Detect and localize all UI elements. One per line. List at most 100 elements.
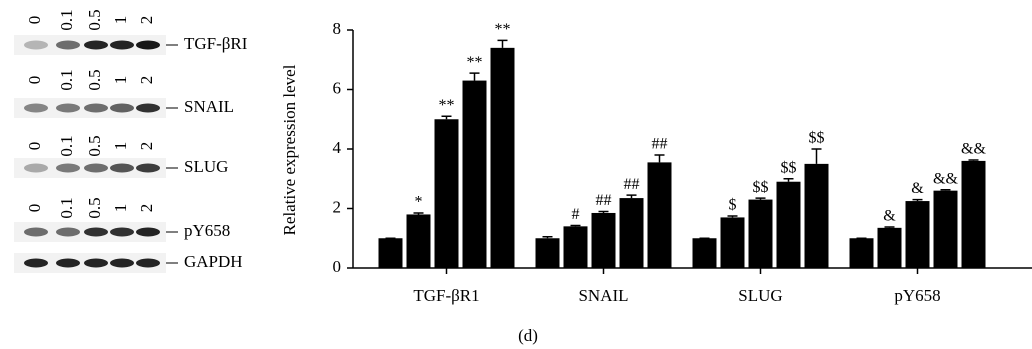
lane-label: 0: [25, 142, 44, 151]
bar: [804, 163, 829, 268]
lane-label: 0.5: [85, 197, 104, 218]
bar: [692, 238, 717, 268]
blot-band: [136, 103, 160, 113]
lane-label: 2: [137, 142, 156, 151]
bar: [535, 238, 560, 268]
bar: [877, 227, 902, 268]
bar: [619, 198, 644, 268]
lane-label: 0.1: [57, 9, 76, 30]
significance-mark: $$: [753, 179, 769, 196]
blot-band: [56, 258, 80, 268]
x-tick-label: SLUG: [738, 286, 782, 305]
blot-band: [56, 227, 80, 237]
error-bar: [441, 115, 452, 120]
significance-mark: &&: [961, 141, 986, 158]
significance-mark: ##: [596, 192, 612, 209]
lane-label: 1: [111, 16, 130, 25]
y-tick-label: 4: [333, 138, 342, 157]
lane-label: 1: [111, 204, 130, 213]
error-bar: [727, 215, 738, 218]
bar: [720, 217, 745, 268]
blot-band: [110, 227, 134, 237]
bar: [776, 181, 801, 268]
significance-mark: $$: [809, 130, 825, 147]
blot-band: [136, 163, 160, 173]
significance-mark: **: [495, 21, 511, 38]
error-bar: [755, 197, 766, 200]
lane-label: 0: [25, 16, 44, 25]
error-bar: [497, 39, 508, 48]
significance-mark: ##: [624, 176, 640, 193]
bar: [490, 47, 515, 268]
lane-label: 2: [137, 16, 156, 25]
error-bar: [884, 226, 895, 228]
blot-band: [84, 258, 108, 268]
error-bar: [654, 154, 665, 163]
blot-band: [24, 103, 48, 113]
lane-label: 2: [137, 204, 156, 213]
error-bar: [413, 212, 424, 215]
blot-band: [24, 163, 48, 173]
blot-label: SLUG: [184, 157, 228, 176]
y-tick-label: 6: [333, 78, 342, 97]
error-bar: [626, 194, 637, 199]
significance-mark: ##: [652, 136, 668, 153]
error-bar: [783, 178, 794, 182]
bar: [591, 212, 616, 268]
lane-label: 0.5: [85, 9, 104, 30]
y-axis-label: Relative expression level: [280, 64, 299, 235]
significance-mark: $$: [781, 159, 797, 176]
error-bar: [598, 210, 609, 213]
blot-band: [84, 40, 108, 50]
blot-label: GAPDH: [184, 252, 243, 271]
blot-band: [84, 227, 108, 237]
bar: [434, 119, 459, 268]
error-bar: [940, 189, 951, 191]
blot-band: [24, 258, 48, 268]
bar: [647, 162, 672, 268]
blot-label: TGF-βRI: [184, 34, 248, 53]
blot-band: [110, 258, 134, 268]
error-bar: [912, 198, 923, 202]
blot-band: [56, 40, 80, 50]
bar: [933, 190, 958, 268]
significance-mark: #: [572, 206, 580, 223]
error-bar: [968, 159, 979, 161]
blot-band: [110, 40, 134, 50]
lane-label: 0: [25, 76, 44, 85]
caption: (d): [518, 326, 538, 345]
lane-label: 0.1: [57, 69, 76, 90]
significance-mark: &: [911, 180, 924, 197]
y-tick-label: 8: [333, 19, 342, 38]
x-tick-label: SNAIL: [578, 286, 628, 305]
bar: [849, 238, 874, 268]
blot-band: [136, 227, 160, 237]
lane-label: 0.5: [85, 69, 104, 90]
lane-label: 0: [25, 204, 44, 213]
significance-mark: &&: [933, 170, 958, 187]
significance-mark: **: [439, 97, 455, 114]
blot-label: SNAIL: [184, 97, 234, 116]
blot-band: [136, 258, 160, 268]
bar: [563, 226, 588, 268]
blot-label: pY658: [184, 221, 230, 240]
blot-band: [110, 103, 134, 113]
blot-band: [56, 163, 80, 173]
blot-band: [84, 103, 108, 113]
error-bar: [570, 224, 581, 227]
significance-mark: *: [415, 194, 423, 211]
significance-mark: &: [883, 208, 896, 225]
bar: [961, 160, 986, 268]
lane-label: 1: [111, 142, 130, 151]
y-tick-label: 0: [333, 257, 342, 276]
blot-band: [24, 227, 48, 237]
blot-band: [110, 163, 134, 173]
bar: [378, 238, 403, 268]
blot-band: [136, 40, 160, 50]
blot-band: [24, 40, 48, 50]
lane-label: 0.1: [57, 135, 76, 156]
error-bar: [542, 236, 553, 239]
x-tick-label: TGF-βR1: [413, 286, 479, 305]
bar: [748, 199, 773, 268]
bar: [905, 201, 930, 268]
